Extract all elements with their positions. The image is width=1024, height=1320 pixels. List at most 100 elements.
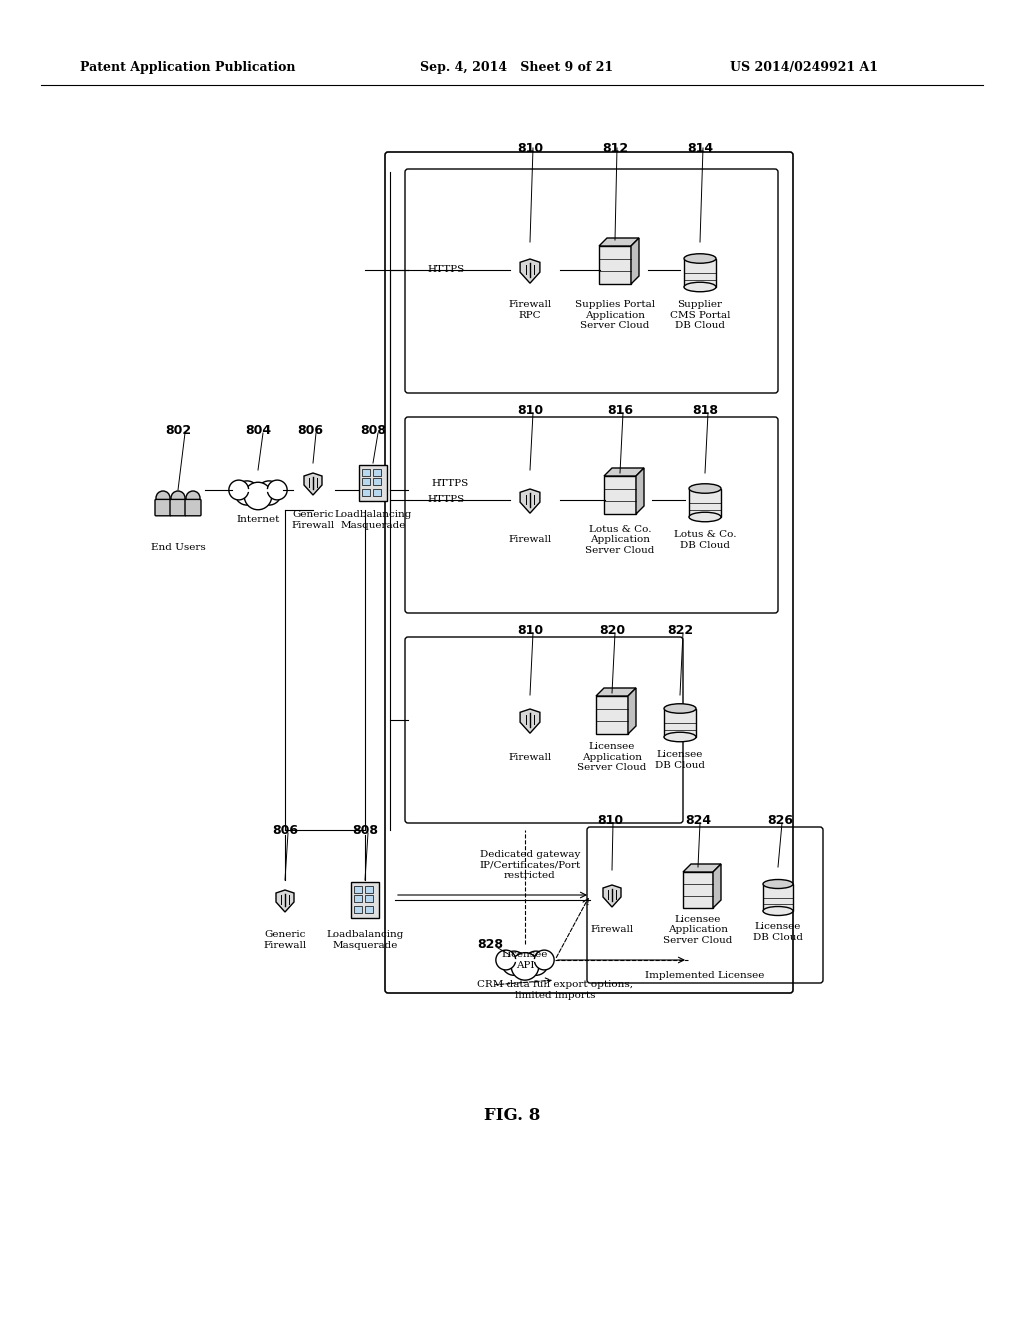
Text: Firewall: Firewall <box>591 925 634 935</box>
Text: Loadbalancing
Masquerade: Loadbalancing Masquerade <box>327 931 403 949</box>
Text: Licensee
Application
Server Cloud: Licensee Application Server Cloud <box>664 915 733 945</box>
Polygon shape <box>628 688 636 734</box>
FancyBboxPatch shape <box>362 488 370 496</box>
Ellipse shape <box>684 253 716 263</box>
Text: Supplies Portal
Application
Server Cloud: Supplies Portal Application Server Cloud <box>574 300 655 330</box>
Text: 828: 828 <box>477 939 503 952</box>
FancyBboxPatch shape <box>366 895 373 902</box>
Circle shape <box>511 953 539 981</box>
Ellipse shape <box>763 879 793 888</box>
Circle shape <box>535 950 554 970</box>
Polygon shape <box>631 238 639 284</box>
Circle shape <box>257 480 282 506</box>
FancyBboxPatch shape <box>185 499 201 516</box>
Ellipse shape <box>684 282 716 292</box>
Ellipse shape <box>664 704 696 713</box>
Text: CRM data full export options,
limited imports: CRM data full export options, limited im… <box>477 981 633 999</box>
FancyBboxPatch shape <box>354 906 362 913</box>
Polygon shape <box>599 238 639 246</box>
Polygon shape <box>603 884 621 907</box>
FancyBboxPatch shape <box>351 882 379 917</box>
Polygon shape <box>276 890 294 912</box>
FancyBboxPatch shape <box>170 499 186 516</box>
Polygon shape <box>636 469 644 513</box>
Text: Lotus & Co.
DB Cloud: Lotus & Co. DB Cloud <box>674 531 736 549</box>
Text: 814: 814 <box>687 141 713 154</box>
Text: HTTPS: HTTPS <box>431 479 469 487</box>
Circle shape <box>156 491 170 506</box>
FancyBboxPatch shape <box>359 465 387 502</box>
Ellipse shape <box>664 733 696 742</box>
Ellipse shape <box>689 512 721 521</box>
FancyBboxPatch shape <box>596 696 628 734</box>
Text: 824: 824 <box>685 813 711 826</box>
FancyBboxPatch shape <box>366 886 373 894</box>
Circle shape <box>245 482 271 510</box>
Circle shape <box>267 480 287 500</box>
Polygon shape <box>683 865 721 873</box>
Text: Implemented Licensee: Implemented Licensee <box>645 970 765 979</box>
Text: 818: 818 <box>692 404 718 417</box>
Text: Lotus & Co.
Application
Server Cloud: Lotus & Co. Application Server Cloud <box>586 525 654 554</box>
Text: 812: 812 <box>602 141 628 154</box>
FancyBboxPatch shape <box>684 259 716 286</box>
Text: 810: 810 <box>597 813 623 826</box>
FancyBboxPatch shape <box>599 246 631 284</box>
Text: Licensee
DB Cloud: Licensee DB Cloud <box>655 750 705 770</box>
Circle shape <box>234 480 259 506</box>
Text: HTTPS: HTTPS <box>428 495 465 504</box>
FancyBboxPatch shape <box>373 469 381 477</box>
Text: 810: 810 <box>517 141 543 154</box>
Circle shape <box>502 952 526 975</box>
Text: Firewall: Firewall <box>508 752 552 762</box>
Polygon shape <box>520 709 540 733</box>
Text: Dedicated gateway
IP/Certificates/Port
restricted: Dedicated gateway IP/Certificates/Port r… <box>479 850 581 880</box>
Text: 820: 820 <box>599 623 625 636</box>
Polygon shape <box>604 469 644 477</box>
Text: 810: 810 <box>517 404 543 417</box>
Text: 806: 806 <box>297 424 323 437</box>
Text: FIG. 8: FIG. 8 <box>483 1106 541 1123</box>
FancyBboxPatch shape <box>354 895 362 902</box>
Text: Firewall
RPC: Firewall RPC <box>508 300 552 319</box>
FancyBboxPatch shape <box>604 477 636 513</box>
Circle shape <box>186 491 200 506</box>
Text: US 2014/0249921 A1: US 2014/0249921 A1 <box>730 62 878 74</box>
Text: Generic
Firewall: Generic Firewall <box>292 511 335 529</box>
Text: Licensee
API: Licensee API <box>502 950 548 970</box>
Text: 806: 806 <box>272 824 298 837</box>
Text: Firewall: Firewall <box>508 536 552 544</box>
Text: 804: 804 <box>245 424 271 437</box>
Text: 810: 810 <box>517 623 543 636</box>
Text: 816: 816 <box>607 404 633 417</box>
Polygon shape <box>520 488 540 513</box>
Text: Licensee
Application
Server Cloud: Licensee Application Server Cloud <box>578 742 647 772</box>
Circle shape <box>496 950 516 970</box>
Text: Licensee
DB Cloud: Licensee DB Cloud <box>753 923 803 941</box>
FancyBboxPatch shape <box>362 478 370 486</box>
FancyBboxPatch shape <box>664 709 696 737</box>
Text: Internet: Internet <box>237 516 280 524</box>
Polygon shape <box>520 259 540 284</box>
FancyBboxPatch shape <box>155 499 171 516</box>
Text: Generic
Firewall: Generic Firewall <box>263 931 306 949</box>
Text: 822: 822 <box>667 623 693 636</box>
Text: Patent Application Publication: Patent Application Publication <box>80 62 296 74</box>
Ellipse shape <box>689 483 721 494</box>
FancyBboxPatch shape <box>373 488 381 496</box>
FancyBboxPatch shape <box>689 488 721 517</box>
Text: Loadbalancing
Masquerade: Loadbalancing Masquerade <box>334 511 412 529</box>
Circle shape <box>171 491 185 506</box>
FancyBboxPatch shape <box>683 873 713 908</box>
Polygon shape <box>713 865 721 908</box>
FancyBboxPatch shape <box>362 469 370 477</box>
Circle shape <box>524 952 548 975</box>
Text: 826: 826 <box>767 813 793 826</box>
Text: 802: 802 <box>165 424 191 437</box>
FancyBboxPatch shape <box>373 478 381 486</box>
Text: Supplier
CMS Portal
DB Cloud: Supplier CMS Portal DB Cloud <box>670 300 730 330</box>
Polygon shape <box>304 473 322 495</box>
Text: Sep. 4, 2014   Sheet 9 of 21: Sep. 4, 2014 Sheet 9 of 21 <box>420 62 613 74</box>
Text: HTTPS: HTTPS <box>428 265 465 275</box>
FancyBboxPatch shape <box>366 906 373 913</box>
